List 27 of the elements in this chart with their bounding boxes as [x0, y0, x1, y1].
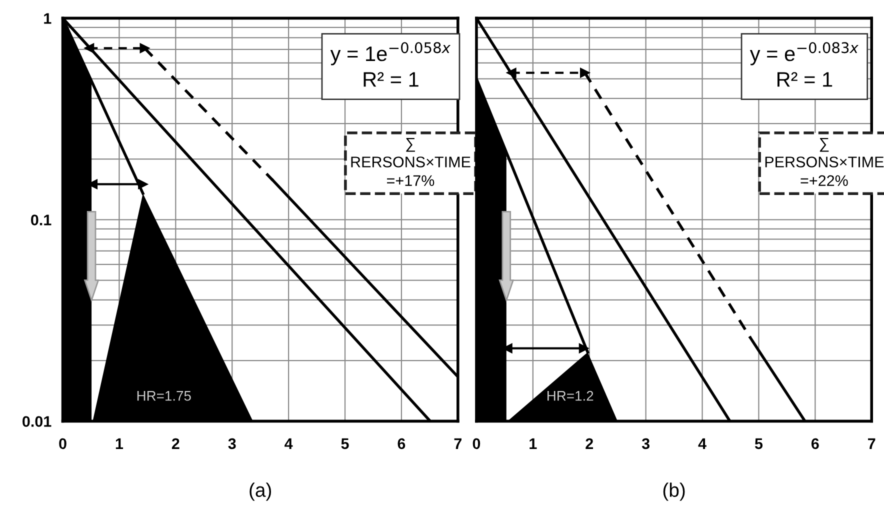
- annotation: HR=1.75: [137, 391, 191, 401]
- x-tick-label: 1: [116, 438, 124, 449]
- x-axis-title: (a): [250, 482, 272, 501]
- x-tick-label: 7: [454, 438, 462, 449]
- x-tick-label: 0: [472, 438, 480, 450]
- x-tick-label: 5: [341, 438, 349, 450]
- x-tick-label: 1: [530, 438, 537, 449]
- x-tick-label: 2: [172, 438, 180, 449]
- x-tick-label: 2: [586, 438, 594, 449]
- x-tick-label: 4: [284, 438, 293, 449]
- x-tick-label: 7: [868, 438, 876, 449]
- x-tick-label: 6: [398, 438, 406, 450]
- x-tick-label: 0: [59, 438, 66, 450]
- x-axis-title: (b): [663, 482, 685, 501]
- annotation: HR=1.2: [548, 390, 594, 401]
- y-tick-label: 0.01: [22, 416, 52, 427]
- annotation: ∑ RERSONS×TIME =+17%: [351, 138, 470, 186]
- text: y = e$^{−0.083x}$ R² = 1: [750, 42, 859, 87]
- annotation: ∑ PERSONS×TIME =+22%: [765, 138, 884, 186]
- text: y = 1e$^{−0.058x}$ R² = 1: [330, 42, 451, 87]
- y-tick-label: 1: [44, 13, 52, 24]
- x-tick-label: 3: [642, 438, 650, 450]
- x-tick-label: 6: [811, 438, 819, 450]
- x-tick-label: 5: [754, 438, 763, 450]
- y-tick-label: 0.1: [31, 214, 52, 226]
- x-tick-label: 3: [228, 438, 236, 450]
- x-tick-label: 4: [698, 438, 706, 449]
